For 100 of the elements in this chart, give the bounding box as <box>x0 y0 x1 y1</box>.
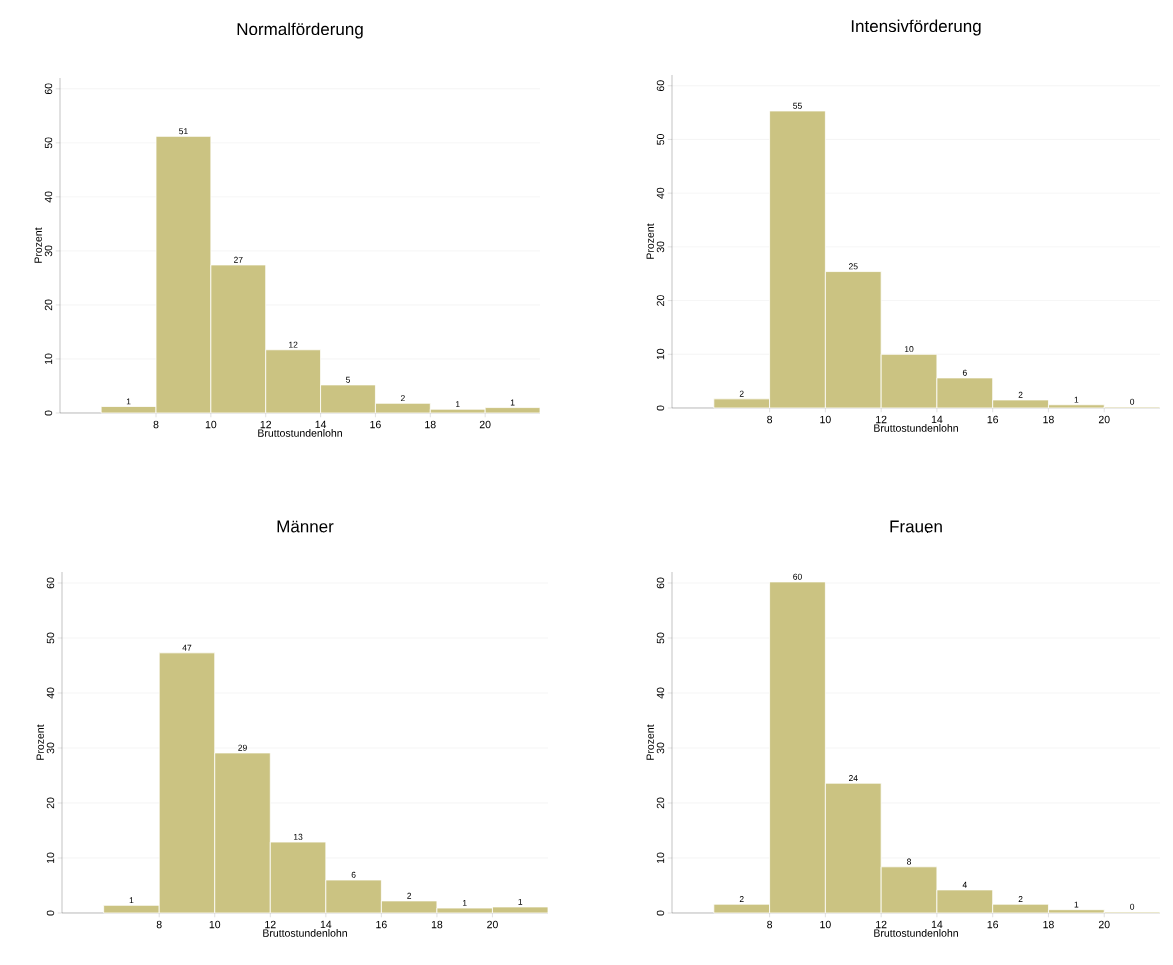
y-tick-label: 20 <box>656 797 665 809</box>
y-axis-title: Prozent <box>36 724 44 760</box>
data-label: 1 <box>462 900 467 906</box>
x-tick-label: 12 <box>260 420 272 429</box>
data-label: 6 <box>351 871 356 878</box>
data-label: 12 <box>289 341 298 348</box>
y-tick-label: 50 <box>656 134 665 145</box>
x-tick-label: 14 <box>315 420 327 429</box>
y-tick-label: 20 <box>44 299 53 311</box>
y-tick-label: 40 <box>656 187 665 199</box>
y-tick-label: 60 <box>656 80 665 92</box>
data-label: 2 <box>739 390 744 397</box>
x-axis-title: Bruttostundenlohn <box>258 429 342 437</box>
x-tick-label: 18 <box>1043 920 1054 929</box>
data-label: 6 <box>962 369 967 376</box>
chart-title: Männer <box>277 520 334 533</box>
x-tick-label: 16 <box>987 415 999 424</box>
data-label: 2 <box>407 892 412 899</box>
y-axis-title: Prozent <box>646 724 654 760</box>
y-tick-label: 0 <box>656 405 665 411</box>
data-label: 2 <box>1018 391 1023 398</box>
x-tick-label: 20 <box>487 920 498 929</box>
y-tick-label: 20 <box>46 797 55 809</box>
data-label: 1 <box>518 898 523 905</box>
data-label: 47 <box>182 644 192 651</box>
data-label: 2 <box>1018 896 1023 902</box>
x-tick-label: 16 <box>987 920 999 929</box>
x-axis-title: Bruttostundenlohn <box>874 929 958 937</box>
y-tick-label: 10 <box>46 852 55 864</box>
x-tick-label: 10 <box>820 920 831 929</box>
x-tick-label: 14 <box>931 415 943 424</box>
x-tick-label: 8 <box>767 920 773 929</box>
x-tick-label: 16 <box>376 920 387 929</box>
data-label: 10 <box>904 346 914 353</box>
data-label: 13 <box>293 833 303 840</box>
data-label: 1 <box>126 398 131 405</box>
y-tick-label: 10 <box>656 348 665 360</box>
y-tick-label: 30 <box>46 742 55 754</box>
data-label: 1 <box>456 401 460 408</box>
x-tick-label: 20 <box>1098 415 1110 424</box>
y-tick-label: 10 <box>44 353 53 364</box>
x-tick-label: 14 <box>320 920 332 929</box>
y-axis-title: Prozent <box>34 227 42 263</box>
data-label: 2 <box>400 395 405 402</box>
x-tick-label: 10 <box>820 415 831 424</box>
y-tick-label: 0 <box>46 910 55 916</box>
data-label: 0 <box>1130 398 1135 405</box>
x-tick-label: 20 <box>479 420 491 429</box>
x-tick-label: 18 <box>1043 415 1054 424</box>
x-tick-label: 10 <box>209 920 221 929</box>
y-tick-label: 20 <box>656 295 665 306</box>
data-label: 2 <box>739 896 744 902</box>
y-tick-label: 30 <box>44 245 53 257</box>
y-tick-label: 50 <box>44 137 53 149</box>
x-tick-label: 12 <box>876 415 887 424</box>
x-tick-label: 20 <box>1098 920 1110 929</box>
x-tick-label: 12 <box>265 920 276 929</box>
y-tick-label: 60 <box>44 83 53 95</box>
y-tick-label: 60 <box>656 577 665 589</box>
data-label: 1 <box>1074 901 1079 908</box>
y-tick-label: 40 <box>44 191 53 203</box>
data-label: 4 <box>962 881 967 888</box>
data-label: 1 <box>1074 396 1079 403</box>
data-label: 29 <box>238 744 247 751</box>
y-tick-label: 30 <box>656 742 665 754</box>
data-label: 1 <box>129 897 134 904</box>
data-label: 51 <box>179 128 188 135</box>
y-tick-label: 30 <box>656 241 665 253</box>
y-tick-label: 50 <box>656 632 665 644</box>
y-tick-label: 60 <box>46 577 55 589</box>
data-label: 0 <box>1130 903 1135 910</box>
data-label: 8 <box>907 858 912 865</box>
y-tick-label: 10 <box>656 852 665 864</box>
x-tick-label: 16 <box>370 420 381 429</box>
y-tick-label: 50 <box>46 632 55 644</box>
x-axis-title: Bruttostundenlohn <box>263 929 347 937</box>
data-label: 24 <box>848 775 858 781</box>
data-label: 25 <box>848 263 858 270</box>
data-label: 27 <box>233 256 243 263</box>
x-tick-label: 18 <box>425 420 436 429</box>
x-tick-label: 18 <box>431 920 443 929</box>
y-tick-label: 40 <box>46 687 55 699</box>
y-axis-title: Prozent <box>646 223 654 259</box>
x-tick-label: 8 <box>767 415 773 424</box>
data-label: 55 <box>793 102 802 109</box>
x-tick-label: 14 <box>931 920 943 929</box>
chart-title: Normalförderung <box>237 22 363 39</box>
x-tick-label: 12 <box>876 920 887 929</box>
x-tick-label: 10 <box>205 420 217 429</box>
chart-title: Intensivförderung <box>851 19 981 36</box>
y-tick-label: 0 <box>44 410 53 416</box>
data-label: 5 <box>345 376 351 383</box>
x-axis-title: Bruttostundenlohn <box>874 424 958 432</box>
chart-title: Frauen <box>890 520 942 533</box>
x-tick-label: 8 <box>153 420 159 429</box>
y-tick-label: 0 <box>656 910 665 916</box>
x-tick-label: 8 <box>156 920 162 929</box>
data-label: 60 <box>793 573 802 580</box>
y-tick-label: 40 <box>656 687 665 699</box>
data-label: 1 <box>510 399 515 406</box>
